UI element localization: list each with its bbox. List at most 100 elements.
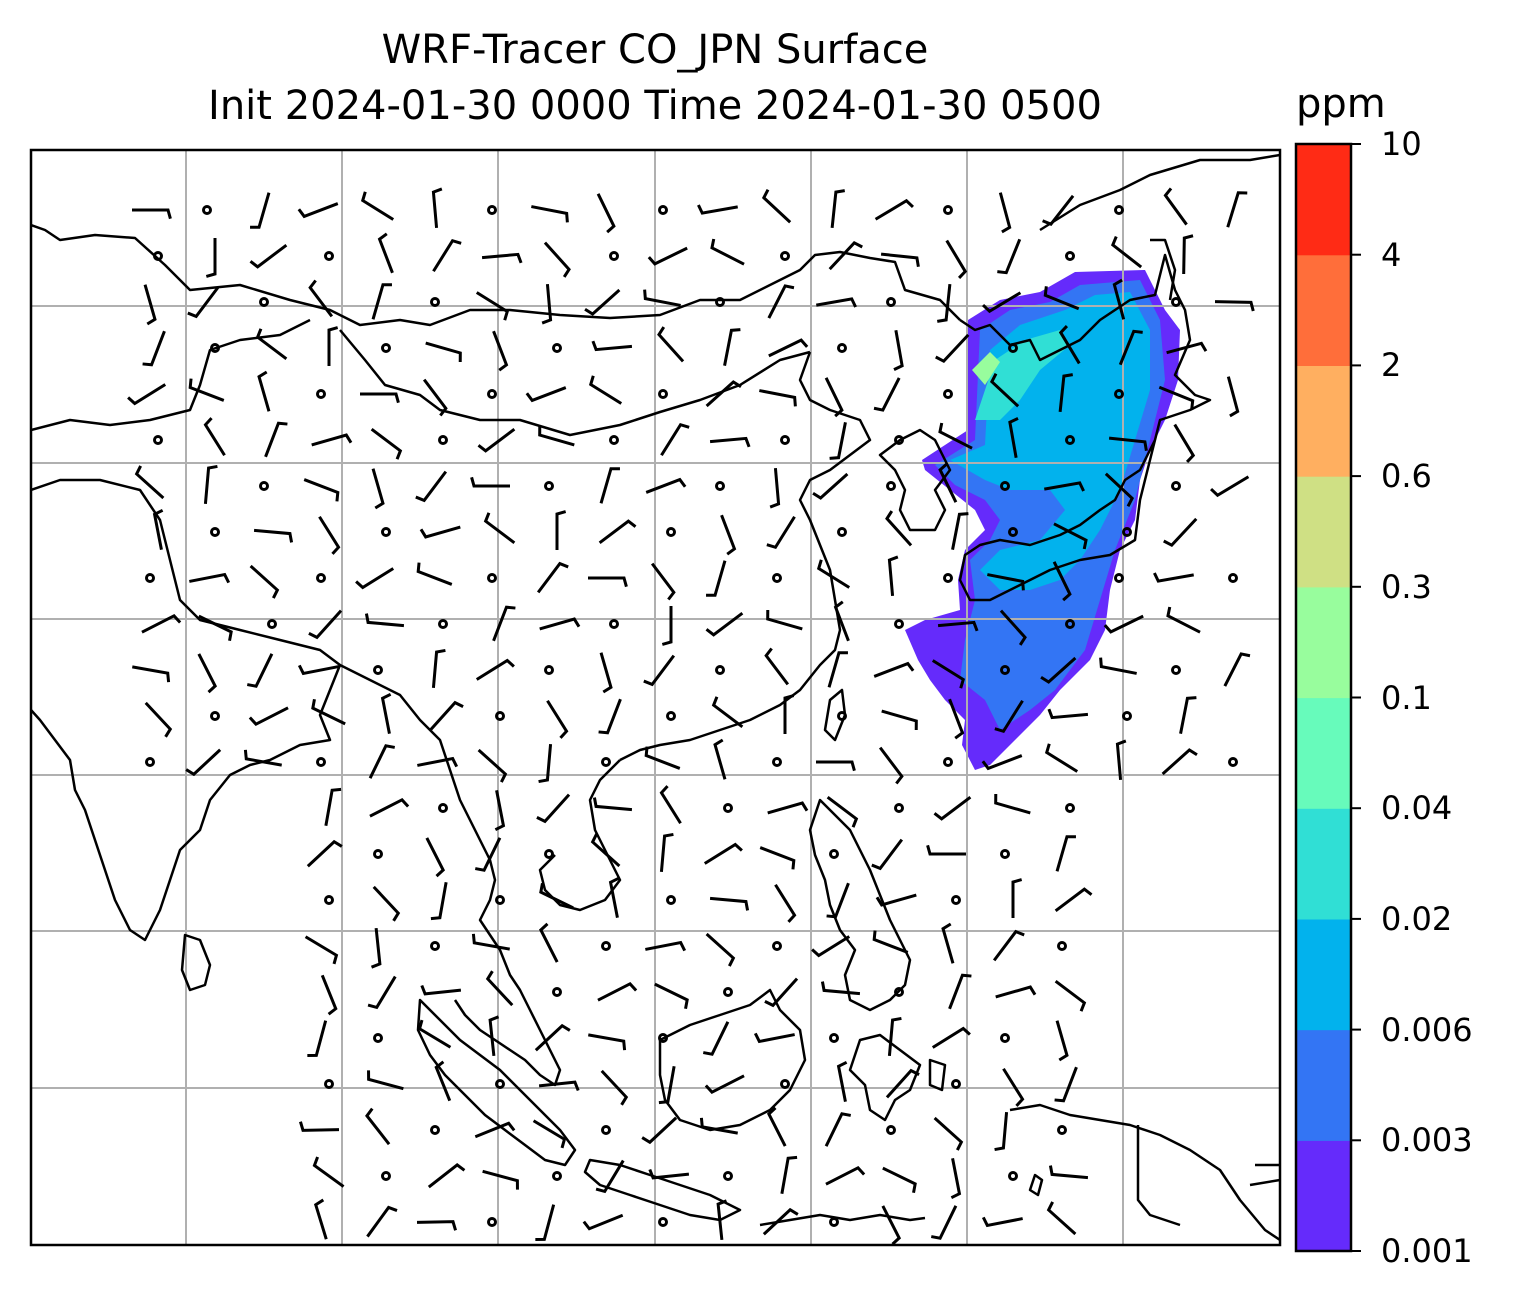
coast-philippines [808,798,912,1012]
wind-barb [318,515,341,555]
wind-barb [308,279,334,318]
calm-wind-marker [772,941,782,951]
wind-barb [432,238,462,273]
wind-barb [420,984,462,996]
wind-barb [485,970,514,1007]
calm-wind-marker [373,849,383,859]
wind-barb [368,744,396,779]
wind-barb [1115,739,1127,781]
wind-barb [783,694,795,734]
wind-barb [255,328,288,361]
wind-barb [833,600,850,642]
calm-wind-marker [487,1217,497,1227]
wind-barb [938,462,958,503]
wind-barb [704,1074,745,1095]
wind-barb [588,375,623,405]
wind-barb [654,982,689,1010]
wind-barb [197,653,218,694]
calm-wind-marker [430,941,440,951]
wind-barb [887,1016,902,1057]
wind-barb [360,392,400,404]
wind-barb [998,192,1012,234]
wind-barb [1210,475,1250,498]
colorbar-swatch [1296,1140,1351,1252]
calm-wind-marker [715,297,725,307]
wind-barb [248,706,289,727]
tracer-plume [905,270,1180,770]
wind-barb [645,940,687,952]
wind-barb [641,1116,678,1145]
colorbar-tick-label: 0.001 [1381,1232,1473,1270]
wind-barb [477,427,516,453]
colorbar-swatch [1296,144,1351,256]
calm-wind-marker [552,1171,562,1181]
wind-barb [836,1060,848,1102]
colorbar-tick-label: 2 [1381,346,1402,385]
wind-barb [812,472,849,500]
wind-barb [360,191,395,221]
calm-wind-marker [837,527,847,537]
wind-barb [931,1026,971,1049]
calm-wind-marker [381,343,391,353]
calm-wind-marker [544,849,554,859]
wind-barb [185,748,222,777]
wind-barb [930,1205,958,1240]
colorbar-tick-label: 0.04 [1381,789,1453,828]
calm-wind-marker [430,1125,440,1135]
wind-barb [893,330,904,371]
wind-barb [1103,614,1144,634]
calm-wind-marker [723,987,733,997]
wind-barb [475,658,515,681]
wind-barb [425,341,462,362]
wind-barb [981,1216,1023,1228]
wind-barb [699,1117,738,1135]
wind-barb [994,1111,1009,1152]
calm-wind-marker [1008,527,1018,537]
wind-barb [377,232,394,274]
wind-barb [871,838,904,871]
wind-barb [535,1204,556,1241]
wind-barb [661,606,673,646]
wind-barb [369,797,410,818]
wind-barb [933,795,972,821]
calm-wind-marker [1171,665,1181,675]
wind-barb [766,1106,787,1147]
map-title-line-1: WRF-Tracer CO_JPN Surface [381,27,929,73]
wind-barb [1053,522,1088,550]
wind-barb [1214,300,1255,312]
wind-barb [1048,1165,1089,1180]
wind-barb [881,1205,902,1245]
wind-barb [936,283,952,323]
wind-barb [483,512,516,545]
wind-barb [531,205,569,223]
wind-barb [1104,472,1135,507]
wind-barb [873,661,915,678]
calm-wind-marker [373,1033,383,1043]
wind-barb [816,760,856,772]
wind-barb [937,620,979,632]
calm-wind-marker [951,895,961,905]
wind-barb [425,837,446,878]
wind-barb [766,515,796,550]
coast-far-east-top [1039,153,1280,232]
calm-wind-marker [259,297,269,307]
wind-barb [538,922,559,963]
wind-barb [951,512,969,550]
plume-core-region [975,330,1070,420]
calm-wind-marker [1008,343,1018,353]
wind-barb [307,1020,328,1057]
coast-new-guinea [1009,1103,1280,1242]
wind-barb [366,1205,398,1238]
colorbar-swatch [1296,476,1351,588]
wind-barb [720,514,737,556]
wind-barb [1052,561,1072,602]
calm-wind-marker [1065,803,1075,813]
calm-wind-marker [886,481,896,491]
colorbar-tick-label: 10 [1381,125,1422,163]
wind-barb [1042,194,1075,227]
calm-wind-marker [487,573,497,583]
wind-barb [881,709,918,730]
calm-wind-marker [430,297,440,307]
coast-sakhalin [1150,238,1177,301]
calm-wind-marker [1000,665,1010,675]
